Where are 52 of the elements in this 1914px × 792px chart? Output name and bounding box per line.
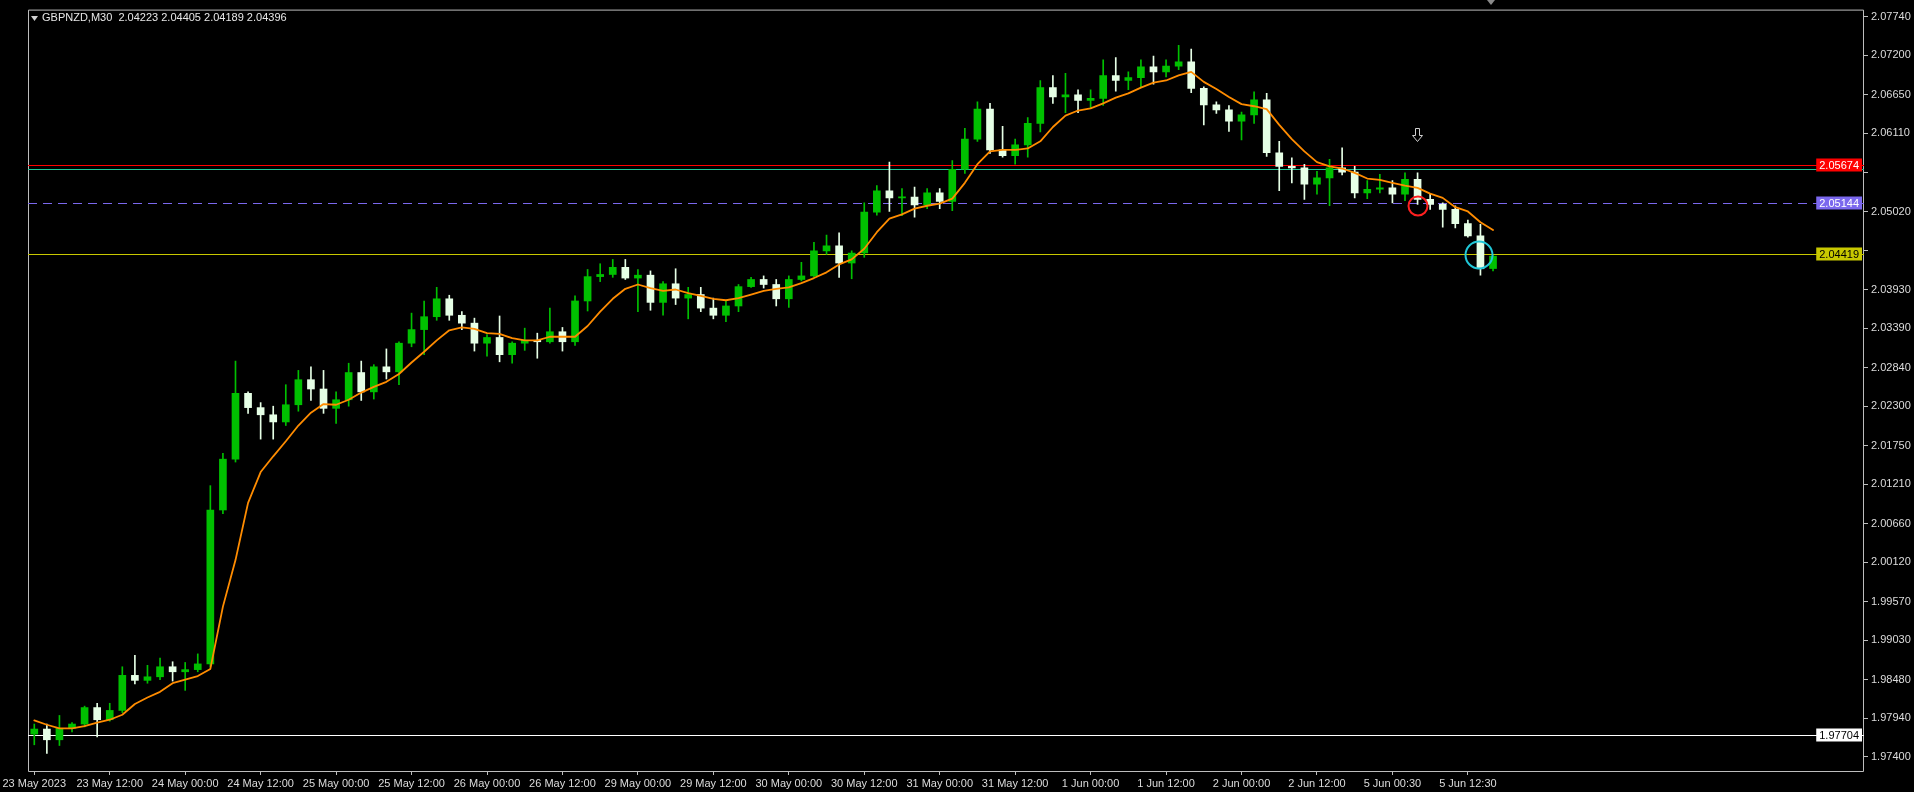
ref-line-label: 1.97704 (1819, 728, 1859, 741)
y-tick-label: 1.97940 (1871, 711, 1911, 724)
x-tick-label: 24 May 00:00 (151, 776, 219, 789)
candlestick (131, 654, 139, 685)
y-tick-label: 2.06110 (1871, 126, 1910, 139)
y-tick-label: 2.05020 (1871, 204, 1911, 217)
y-tick-label: 2.01750 (1871, 438, 1911, 451)
x-tick-label: 29 May 12:00 (680, 776, 747, 789)
x-tick-label: 26 May 12:00 (529, 776, 596, 789)
candlestick (1363, 180, 1372, 199)
x-tick-label: 5 Jun 00:30 (1363, 776, 1422, 789)
x-tick-label: 23 May 12:00 (76, 776, 144, 789)
y-tick-label: 2.01210 (1871, 477, 1911, 490)
x-tick-label: 31 May 00:00 (906, 776, 974, 789)
y-tick-label: 2.00120 (1871, 555, 1911, 568)
x-tick-label: 31 May 12:00 (981, 776, 1049, 789)
x-tick-label: 2 Jun 00:00 (1212, 776, 1271, 789)
ref-line-label: 2.05144 (1819, 196, 1859, 209)
x-tick-label: 26 May 00:00 (453, 776, 521, 789)
y-tick-label: 2.02300 (1871, 399, 1911, 412)
candlestick (1287, 157, 1296, 184)
y-tick-label: 1.99570 (1871, 594, 1911, 607)
x-tick-label: 30 May 00:00 (755, 776, 823, 789)
candlestick (1438, 202, 1447, 228)
candlestick (596, 263, 605, 282)
x-tick-label: 25 May 00:00 (302, 776, 370, 789)
candlestick (1376, 173, 1384, 194)
candlestick (181, 662, 190, 691)
y-tick-label: 1.97400 (1871, 750, 1911, 762)
y-tick-label: 2.07740 (1871, 9, 1911, 22)
y-tick-label: 2.02840 (1871, 360, 1911, 373)
ref-line-label: 2.04419 (1819, 247, 1859, 260)
y-tick-label: 1.98480 (1871, 672, 1911, 685)
x-tick-label: 1 Jun 12:00 (1137, 776, 1195, 789)
x-tick-label: 2 Jun 12:00 (1288, 776, 1346, 789)
y-tick-label: 2.07200 (1871, 48, 1911, 61)
x-tick-label: 5 Jun 12:30 (1439, 776, 1497, 789)
x-tick-label: 25 May 12:00 (378, 776, 445, 789)
x-tick-label: 29 May 00:00 (604, 776, 672, 789)
x-tick-label: 30 May 12:00 (830, 776, 898, 789)
chart-title: GBPNZD,M30 2.04223 2.04405 2.04189 2.04396 (42, 11, 287, 24)
x-tick-label: 1 Jun 00:00 (1061, 776, 1120, 789)
y-tick-label: 2.03930 (1871, 282, 1911, 295)
x-tick-label: 23 May 2023 (2, 776, 67, 789)
candlestick (1111, 57, 1120, 92)
y-tick-label: 2.06650 (1871, 87, 1911, 100)
y-tick-label: 2.03390 (1871, 321, 1911, 334)
ref-line-label: 2.05674 (1819, 158, 1859, 171)
candlestick (684, 287, 693, 320)
y-tick-label: 2.00660 (1871, 516, 1911, 529)
x-tick-label: 24 May 12:00 (227, 776, 294, 789)
y-tick-label: 1.99030 (1871, 633, 1911, 646)
